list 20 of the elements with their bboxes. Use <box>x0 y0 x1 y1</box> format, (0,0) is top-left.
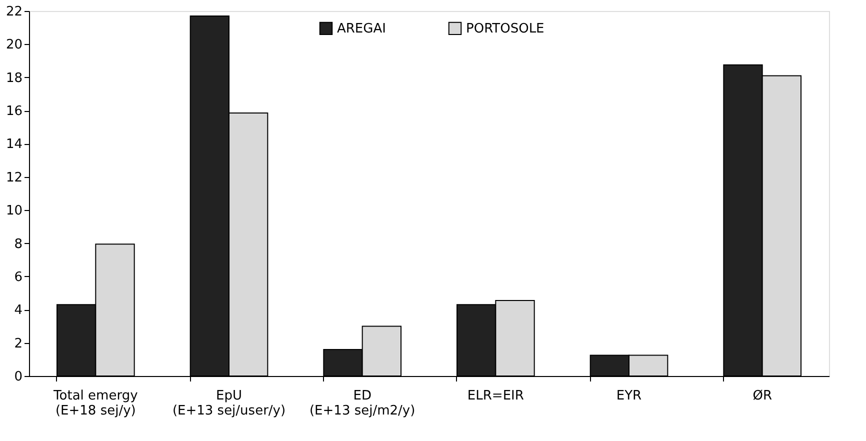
y-tick-label: 12 <box>6 170 22 186</box>
x-tick-label: Total emergy (E+18 sej/y) <box>52 388 138 418</box>
legend-label: PORTOSOLE <box>466 21 544 36</box>
y-tick-label: 18 <box>6 70 22 86</box>
y-tick-label: 16 <box>6 104 22 120</box>
y-tick-label: 20 <box>6 38 22 53</box>
x-tick-label: ØR <box>752 388 772 404</box>
legend-label: AREGAI <box>337 21 386 36</box>
y-tick-label: 0 <box>14 370 22 384</box>
y-tick-label: 2 <box>14 336 22 352</box>
y-tick-label: 22 <box>6 4 22 20</box>
y-tick-label: 8 <box>14 236 22 252</box>
y-tick-label: 14 <box>6 137 22 152</box>
y-tick-label: 4 <box>14 303 22 318</box>
x-tick-label: ED (E+13 sej/m2/y) <box>309 388 416 418</box>
y-tick-label: 6 <box>14 270 22 285</box>
x-tick-label: EpU (E+13 sej/user/y) <box>172 388 286 418</box>
x-tick-label: EYR <box>616 388 642 404</box>
y-tick-label: 10 <box>6 204 22 219</box>
x-tick-label: ELR=EIR <box>467 388 524 404</box>
